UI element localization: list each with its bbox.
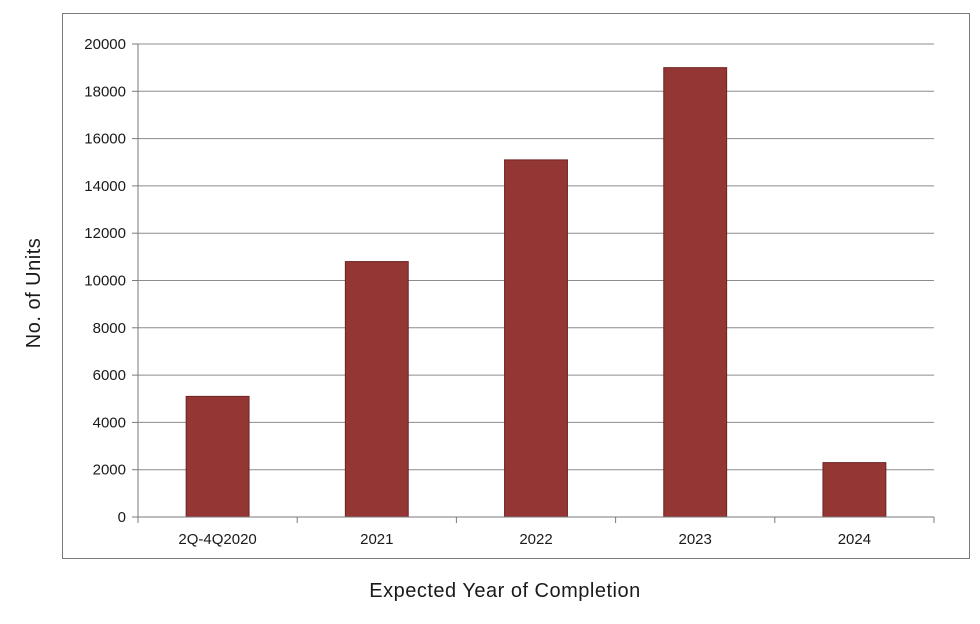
x-tick-label: 2022 xyxy=(519,531,552,548)
y-axis-title: No. of Units xyxy=(23,238,45,348)
y-tick-label: 4000 xyxy=(93,414,126,431)
y-tick-label: 12000 xyxy=(84,225,126,242)
y-tick-label: 18000 xyxy=(84,83,126,100)
bar-2024 xyxy=(822,462,887,518)
bar-2023 xyxy=(663,67,728,518)
y-tick-label: 6000 xyxy=(93,367,126,384)
chart-frame xyxy=(62,13,970,559)
gridlines xyxy=(138,43,934,471)
x-axis-title: Expected Year of Completion xyxy=(369,580,640,602)
y-tick-label: 14000 xyxy=(84,178,126,195)
x-tick-label: 2024 xyxy=(838,531,871,548)
x-tick-label: 2Q-4Q2020 xyxy=(178,531,256,548)
y-tick-label: 0 xyxy=(118,509,126,526)
y-tick-label: 2000 xyxy=(93,462,126,479)
y-tick-label: 10000 xyxy=(84,273,126,290)
x-tick-label: 2023 xyxy=(679,531,712,548)
x-tick-label: 2021 xyxy=(360,531,393,548)
bar-2022 xyxy=(504,159,568,518)
y-tick-label: 20000 xyxy=(84,36,126,53)
bars xyxy=(185,67,887,518)
y-tick-label: 16000 xyxy=(84,131,126,148)
y-tick-labels: 0 2000 4000 6000 8000 10000 12000 14000 16000 180… xyxy=(84,36,126,526)
y-tick-label: 8000 xyxy=(93,320,126,337)
bar-2Q-4Q2020 xyxy=(185,395,250,518)
x-tick-labels: 2Q-4Q2020 2021 2022 2023 2024 xyxy=(178,531,871,548)
bar-2021 xyxy=(344,261,409,518)
axes xyxy=(132,43,935,523)
